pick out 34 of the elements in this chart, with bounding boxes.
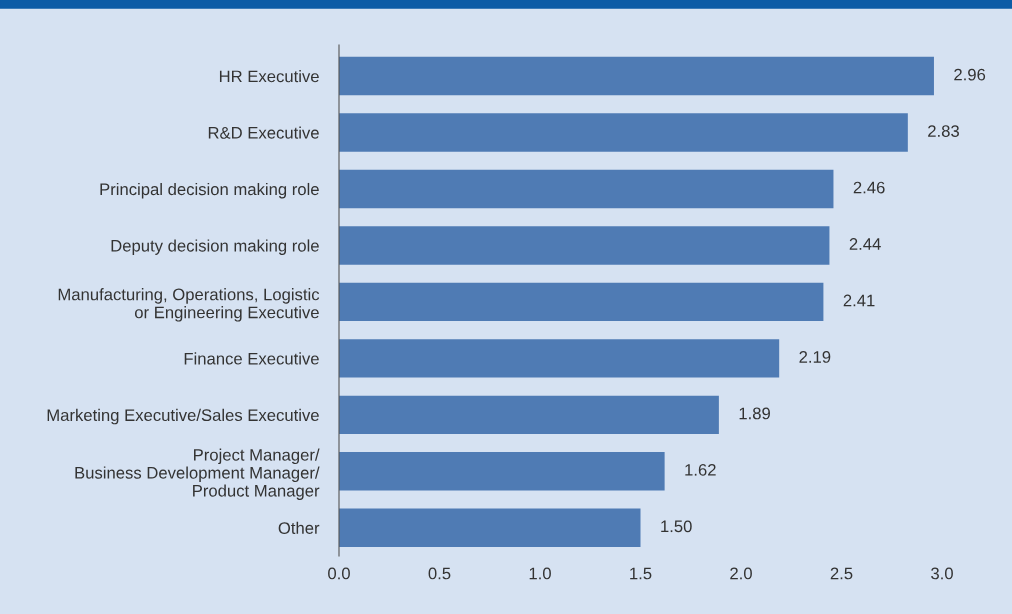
- bar: [339, 56, 934, 96]
- data-label: 2.96: [954, 68, 986, 81]
- y-tick-label: Finance Executive: [184, 352, 319, 365]
- y-tick-label: Project Manager/ Business Development Manager/ Product Manager: [75, 448, 320, 500]
- bar: [339, 508, 641, 547]
- data-label: 2.44: [849, 238, 881, 250]
- y-tick-label: Other: [278, 521, 320, 534]
- data-label: 1.50: [661, 520, 692, 533]
- x-tick-label: 2.0: [730, 567, 752, 580]
- bar: [339, 339, 780, 378]
- x-tick-label: 3.0: [931, 567, 953, 580]
- x-tick-label: 2.5: [830, 567, 853, 580]
- data-label: 1.62: [685, 463, 716, 476]
- data-label: 2.19: [799, 351, 831, 363]
- y-tick-label: R&D Executive: [208, 126, 319, 139]
- y-tick-label: Principal decision making role: [100, 182, 319, 199]
- bar: [339, 113, 908, 152]
- y-tick-label: Manufacturing, Operations, Logistic or Engineering Executive: [58, 288, 320, 322]
- bar: [339, 395, 719, 435]
- data-label: 2.83: [928, 125, 959, 137]
- x-tick-label: 1.5: [630, 567, 652, 580]
- data-label: 2.46: [853, 181, 885, 194]
- bar: [339, 282, 824, 322]
- data-label: 2.41: [843, 294, 875, 307]
- bar: [339, 226, 830, 265]
- y-tick-label: HR Executive: [219, 70, 319, 83]
- data-label: 1.89: [739, 407, 770, 420]
- y-tick-label: Marketing Executive/Sales Executive: [47, 408, 319, 425]
- x-tick-label: 1.0: [529, 567, 551, 580]
- x-tick-label: 0.0: [328, 567, 350, 580]
- y-tick-label: Deputy decision making role: [111, 239, 319, 255]
- x-tick-label: 0.5: [428, 567, 451, 580]
- bar: [339, 169, 834, 209]
- bar: [339, 452, 665, 491]
